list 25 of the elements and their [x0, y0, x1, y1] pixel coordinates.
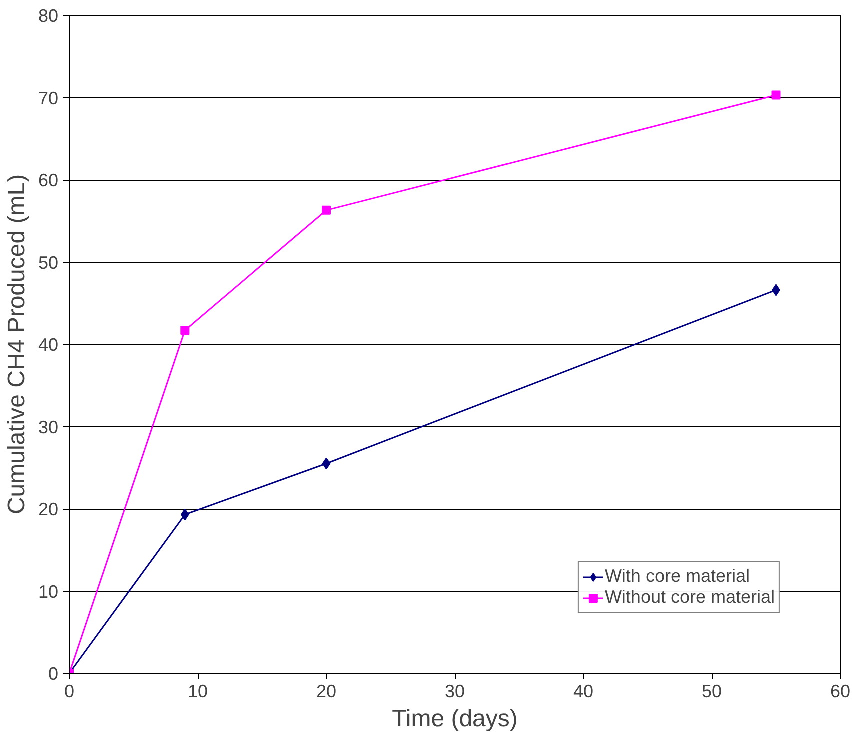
y-tick-label: 20: [38, 500, 59, 520]
y-tick-label: 40: [38, 335, 59, 355]
point: [322, 458, 331, 470]
point: [180, 508, 190, 521]
x-tick-label: 40: [573, 682, 594, 702]
y-axis-title: Cumulative CH4 Produced (mL): [3, 174, 30, 515]
y-tick-label: 0: [48, 664, 59, 684]
point: [772, 90, 781, 100]
x-axis-title: Time (days): [392, 706, 518, 732]
point: [322, 206, 331, 215]
point: [180, 326, 190, 336]
x-tick-label: 50: [702, 682, 722, 702]
legend-label: Without core material: [604, 587, 775, 608]
y-tick-label: 60: [38, 170, 59, 190]
legend-label: With core material: [604, 566, 750, 587]
y-tick-label: 10: [38, 582, 59, 602]
y-tick-label: 30: [38, 417, 59, 438]
x-tick-label: 20: [316, 682, 337, 702]
x-tick-label: 60: [830, 682, 851, 702]
x-tick-label: 0: [64, 682, 75, 702]
y-tick-label: 50: [38, 252, 59, 273]
x-tick-label: 30: [444, 682, 466, 702]
y-tick-label: 70: [38, 88, 59, 108]
x-tick-label: 10: [188, 682, 208, 702]
y-tick-label: 80: [38, 6, 59, 26]
